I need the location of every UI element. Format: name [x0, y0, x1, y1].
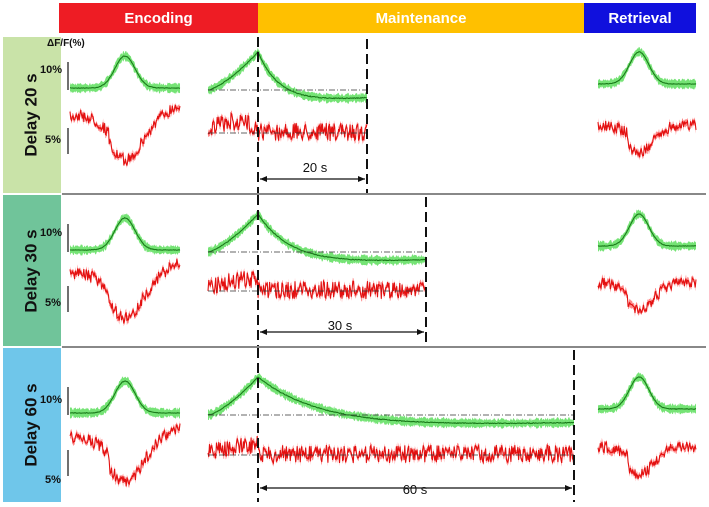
row3-maint-green-line: [207, 376, 575, 425]
row3-enc-red-band: [70, 420, 180, 489]
row2-retr-red-line: [597, 276, 697, 315]
row1-retr-green-line: [598, 51, 697, 85]
scale-red-row2: 5%: [45, 297, 61, 309]
row3-arrow-left: [260, 485, 267, 491]
row3-retr-green-band: [598, 372, 696, 415]
row1-enc-red-line: [69, 104, 181, 166]
scale-green-row3: 10%: [40, 394, 63, 406]
row3-maint-red-line: [207, 435, 575, 465]
phase-maintenance: Maintenance: [258, 3, 584, 33]
row2-enc-green-band: [70, 213, 180, 256]
phase-encoding: Encoding: [59, 3, 258, 33]
row1-retr-green-band: [598, 46, 696, 90]
row3-enc-red-line: [69, 423, 181, 487]
row1-enc-green-line: [69, 55, 181, 89]
duration-label-20: 20 s: [302, 160, 328, 175]
row2-retr-green-band: [598, 209, 696, 252]
row1-arrow-left: [260, 176, 267, 182]
delay-band-30: Delay 30 s: [3, 195, 61, 346]
row1-retr-red-band: [598, 117, 696, 161]
unit-label: ΔF/F(%): [47, 38, 85, 49]
phase-retrieval: Retrieval: [584, 3, 696, 33]
duration-label-60: 60 s: [402, 482, 428, 497]
row3-retr-red-line: [597, 440, 697, 480]
row1-enc-green-band: [70, 51, 180, 94]
row3-arrow-right: [565, 485, 572, 491]
row2-maint-green-line: [207, 213, 427, 262]
row3-enc-green-line: [69, 380, 181, 414]
scale-green-row1: 10%: [40, 64, 63, 76]
row1-maint-red-line: [207, 112, 368, 142]
row2-maint-red-line: [207, 271, 427, 300]
scale-green-row2: 10%: [40, 227, 63, 239]
row3-retr-red-band: [598, 437, 696, 482]
duration-label-30: 30 s: [327, 318, 353, 333]
scale-red-row1: 5%: [45, 134, 61, 146]
scale-red-row3: 5%: [45, 474, 61, 486]
delay-band-20: Delay 20 s: [3, 37, 61, 193]
row1-arrow-right: [358, 176, 365, 182]
row1-retr-red-line: [597, 119, 697, 158]
row3-enc-green-band: [70, 376, 180, 419]
row2-arrow-left: [260, 329, 267, 335]
row2-enc-red-line: [69, 258, 181, 324]
row3-retr-green-line: [597, 376, 697, 411]
row1-enc-red-band: [70, 102, 180, 168]
row2-arrow-right: [417, 329, 424, 335]
row1-maint-green-line: [207, 50, 368, 100]
delay-band-60: Delay 60 s: [3, 348, 61, 502]
row2-retr-green-line: [597, 213, 697, 247]
row2-enc-green-line: [69, 217, 181, 251]
row2-maint-green-band: [208, 210, 426, 267]
